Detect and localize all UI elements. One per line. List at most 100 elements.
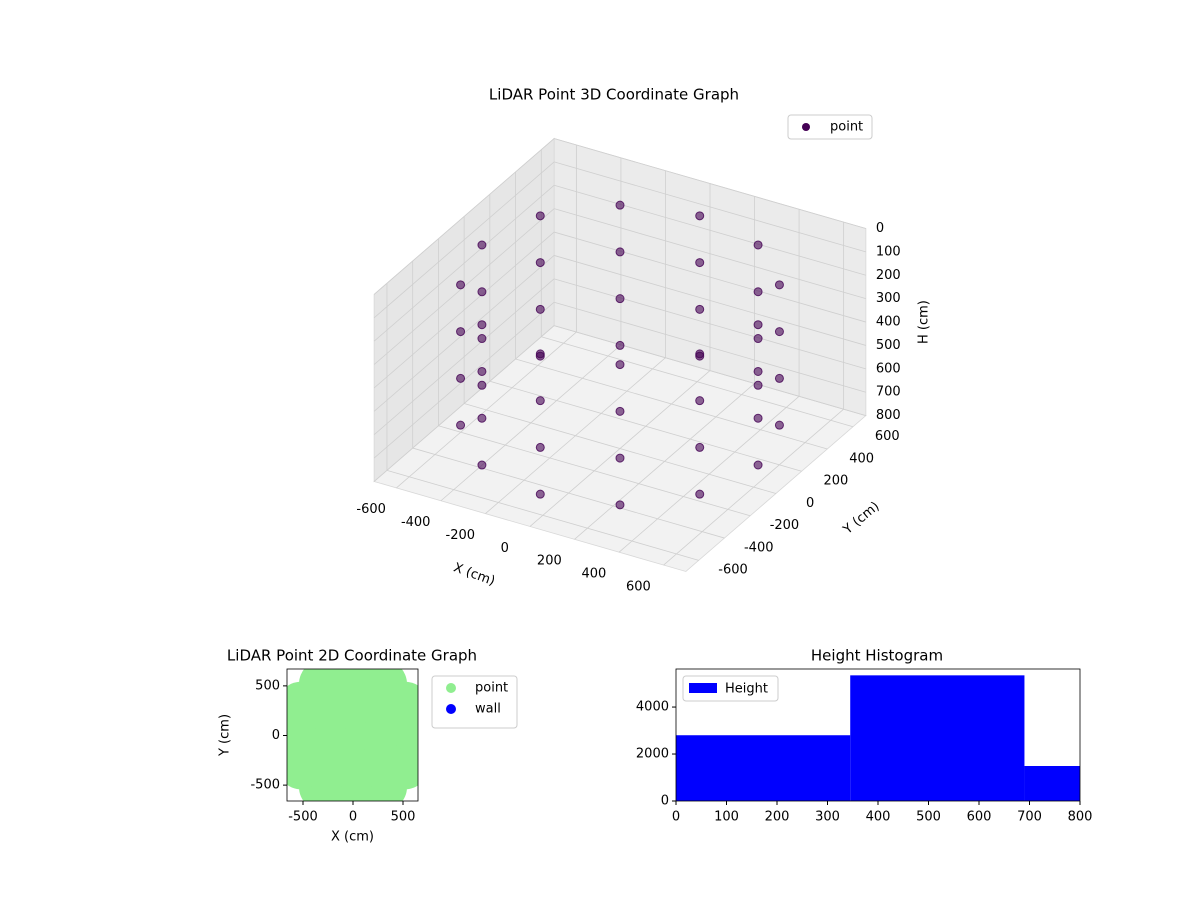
bar: [850, 675, 1025, 801]
z-tick-label: 100: [876, 244, 901, 259]
point: [753, 320, 763, 330]
point: [477, 366, 487, 376]
point: [456, 420, 466, 430]
chart-title: Height Histogram: [811, 647, 943, 665]
x-tick-label: 0: [672, 810, 680, 825]
point: [753, 380, 763, 390]
point: [615, 406, 625, 416]
point: [695, 351, 705, 361]
plot-3d: -600-400-2000200400600-600-400-200020040…: [356, 114, 931, 594]
point: [456, 373, 466, 383]
grid-line: [554, 184, 866, 276]
point: [615, 200, 625, 210]
x-tick-label: 400: [866, 810, 891, 825]
point: [695, 211, 705, 221]
point: [774, 373, 784, 383]
point: [774, 327, 784, 337]
grid-line: [489, 380, 802, 472]
x-tick-label: 500: [916, 810, 941, 825]
plot-area: [676, 675, 1080, 801]
plot-area: [287, 669, 418, 801]
y-tick-label: 0: [806, 496, 814, 511]
legend-label: Height: [725, 682, 768, 697]
x-tick-label: -500: [288, 810, 318, 825]
grid-line: [554, 278, 866, 370]
y-axis-label: Y (cm): [218, 714, 233, 757]
point: [695, 442, 705, 452]
legend-marker: [689, 683, 717, 693]
grid-line: [554, 208, 866, 300]
z-tick-label: 0: [876, 221, 884, 236]
point: [535, 489, 545, 499]
y-tick-label: 2000: [636, 747, 669, 762]
bar: [676, 735, 851, 801]
y-tick-label: 0: [272, 728, 280, 743]
point: [299, 741, 347, 790]
grid-line: [412, 447, 725, 539]
grid-line: [541, 336, 854, 428]
grid-line: [386, 469, 699, 561]
point: [535, 211, 545, 221]
x-tick-label: 500: [391, 810, 416, 825]
z-tick-label: 300: [876, 291, 901, 306]
x-tick-label: 600: [967, 810, 992, 825]
point: [359, 741, 407, 790]
x-tick-label: 700: [1017, 810, 1042, 825]
grid-line: [438, 425, 751, 517]
x-axis-label: X (cm): [451, 560, 497, 589]
point: [695, 258, 705, 268]
x-tick-label: 200: [537, 554, 562, 569]
grid-line: [515, 358, 828, 450]
point: [615, 294, 625, 304]
z-tick-label: 500: [876, 338, 901, 353]
x-tick-label: 400: [581, 567, 606, 582]
point: [456, 327, 466, 337]
y-tick-label: 600: [875, 429, 900, 444]
point: [535, 351, 545, 361]
legend-box: [787, 114, 873, 140]
x-tick-label: 800: [1068, 810, 1093, 825]
point: [615, 360, 625, 370]
point: [615, 500, 625, 510]
grid-line: [373, 231, 555, 389]
point: [753, 240, 763, 250]
legend-marker: [446, 683, 456, 693]
legend-box: [682, 675, 779, 702]
x-tick-label: -400: [401, 515, 431, 530]
point: [456, 280, 466, 290]
point: [753, 334, 763, 344]
point: [615, 340, 625, 350]
point: [477, 320, 487, 330]
point: [753, 287, 763, 297]
legend-label: point: [475, 681, 508, 696]
x-tick-label: 0: [349, 810, 357, 825]
point: [477, 413, 487, 423]
x-tick-label: 600: [626, 579, 651, 594]
z-axis-label: H (cm): [916, 300, 931, 344]
point: [535, 442, 545, 452]
y-tick-label: 200: [823, 474, 848, 489]
y-tick-label: -400: [744, 540, 774, 555]
y-tick-label: 4000: [636, 700, 669, 715]
y-tick-label: 500: [255, 678, 280, 693]
point: [753, 460, 763, 470]
x-tick-label: -600: [356, 502, 386, 517]
y-tick-label: -600: [718, 563, 748, 578]
point: [477, 240, 487, 250]
grid-line: [373, 278, 555, 436]
legend-marker: [802, 123, 810, 131]
point: [477, 380, 487, 390]
grid-line: [373, 184, 555, 342]
plot-2d: -500 0 500 -500 0 500 X (cm) Y (cm) point wall: [218, 668, 518, 845]
grid-line: [554, 231, 866, 323]
x-tick-label: 300: [815, 810, 840, 825]
point: [535, 304, 545, 314]
z-tick-label: 700: [876, 385, 901, 400]
point: [359, 681, 407, 730]
grid-line: [554, 138, 866, 229]
grid-line: [373, 138, 555, 295]
point: [615, 453, 625, 463]
